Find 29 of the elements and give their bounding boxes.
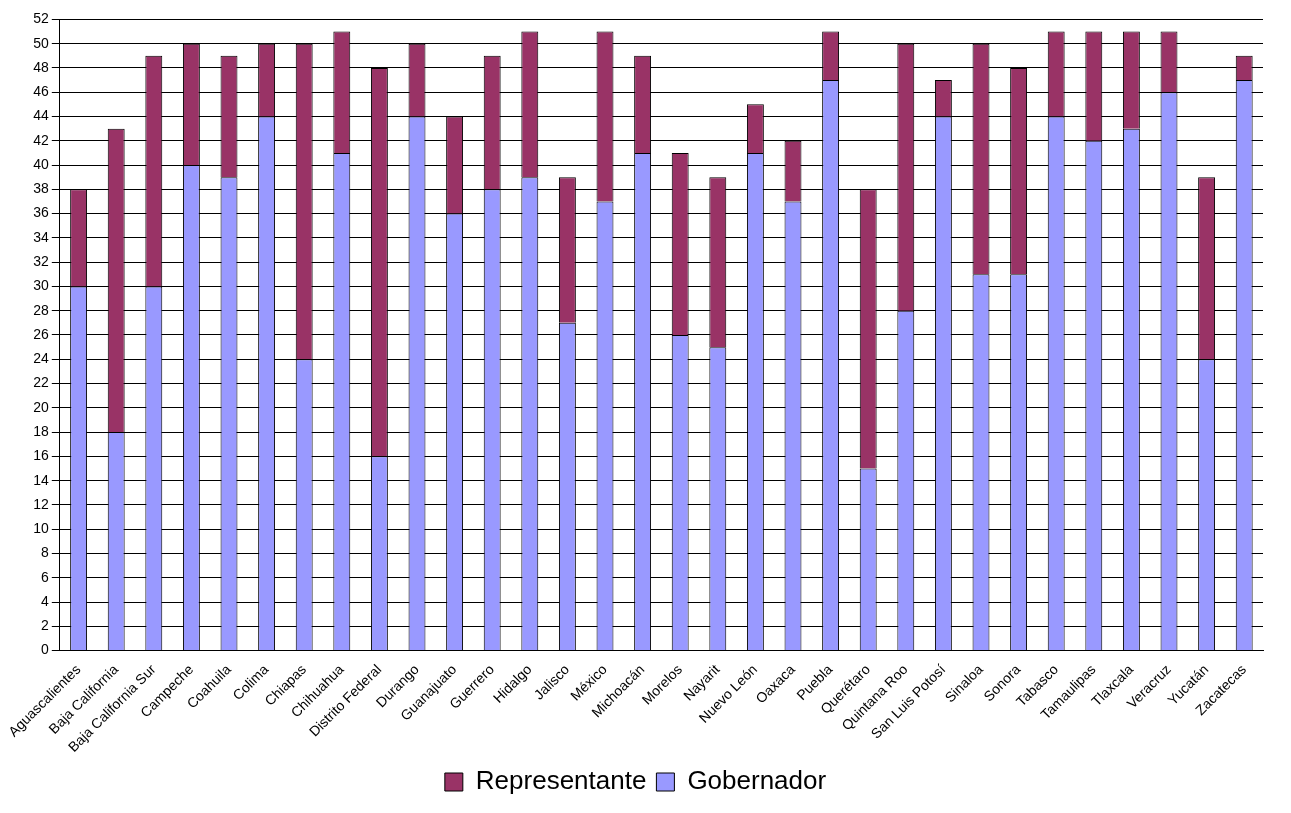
y-tick-label: 28 bbox=[33, 301, 50, 318]
y-tick-label: 0 bbox=[41, 641, 50, 658]
y-tick-label: 14 bbox=[33, 471, 50, 488]
y-tick-label: 12 bbox=[33, 495, 50, 512]
y-tick-label: 52 bbox=[33, 10, 50, 27]
y-tick-label: 18 bbox=[33, 422, 50, 439]
y-tick-label: 30 bbox=[33, 277, 50, 294]
y-tick-label: 22 bbox=[33, 374, 50, 391]
y-tick-label: 20 bbox=[33, 398, 50, 415]
y-tick-label: 32 bbox=[33, 253, 50, 270]
y-tick-label: 50 bbox=[33, 34, 50, 51]
y-tick-label: 40 bbox=[33, 155, 50, 172]
y-tick-label: 44 bbox=[33, 107, 50, 124]
y-tick-label: 16 bbox=[33, 447, 50, 464]
y-tick-label: 6 bbox=[41, 568, 50, 585]
y-tick-label: 10 bbox=[33, 520, 50, 537]
y-tick-label: 4 bbox=[41, 592, 50, 609]
y-tick-label: 46 bbox=[33, 83, 50, 100]
y-tick-label: 24 bbox=[33, 350, 50, 367]
y-tick-label: 36 bbox=[33, 204, 50, 221]
y-tick-label: 8 bbox=[41, 544, 50, 561]
y-tick-label: 26 bbox=[33, 325, 50, 342]
y-tick-label: 42 bbox=[33, 131, 50, 148]
y-tick-label: 48 bbox=[33, 58, 50, 75]
y-tick-label: 38 bbox=[33, 180, 50, 197]
y-tick-label: 2 bbox=[41, 617, 50, 634]
legend-label: Representante bbox=[475, 765, 647, 796]
y-tick-label: 34 bbox=[33, 228, 50, 245]
legend-label: Gobernador bbox=[687, 765, 827, 796]
